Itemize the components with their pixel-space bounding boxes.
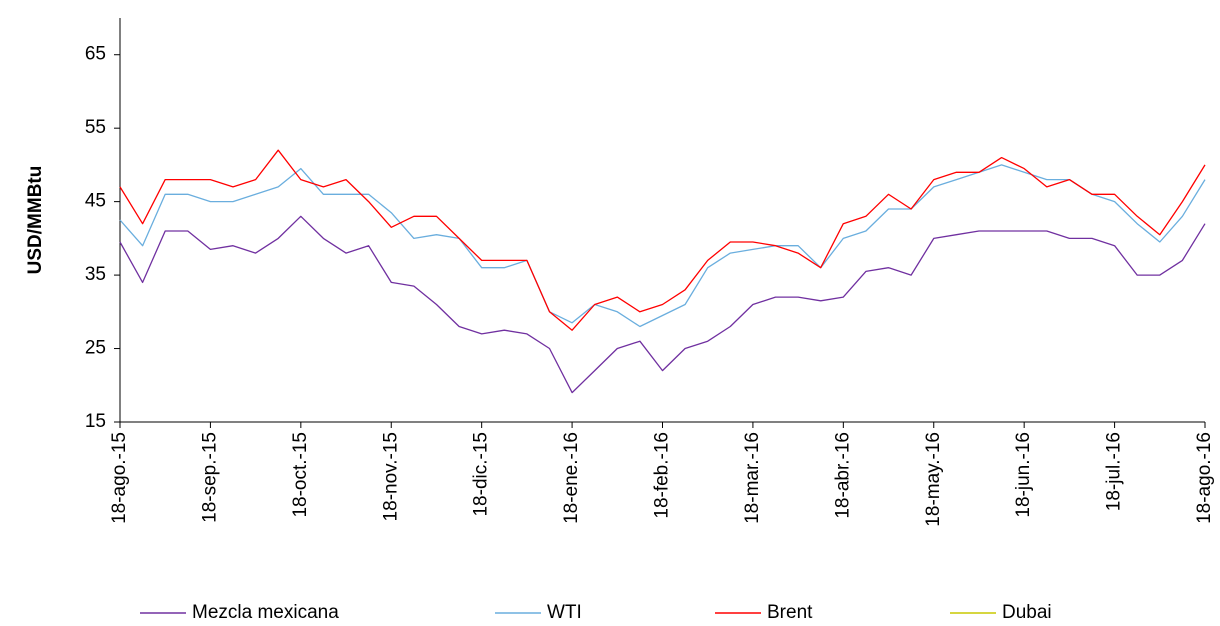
- series-line: [119, 215, 1206, 394]
- legend-label: WTI: [547, 602, 582, 623]
- x-tick-label: 18-nov.-15: [380, 432, 401, 521]
- x-tick-label: 18-ene.-16: [561, 432, 582, 524]
- y-axis-title: USD/MMBtu: [25, 166, 46, 275]
- x-tick-label: 18-ago.-16: [1194, 432, 1215, 524]
- y-tick-label: 65: [85, 44, 106, 65]
- y-tick-label: 25: [85, 338, 106, 359]
- y-tick-label: 45: [85, 191, 106, 212]
- x-tick-label: 18-jun.-16: [1013, 432, 1034, 518]
- x-tick-label: 18-mar.-16: [742, 432, 763, 524]
- y-tick-label: 55: [85, 117, 106, 138]
- x-tick-label: 18-dic.-15: [471, 432, 492, 517]
- legend-label: Mezcla mexicana: [192, 602, 339, 623]
- legend-label: Dubai: [1002, 602, 1052, 623]
- x-tick-label: 18-sep.-15: [199, 432, 220, 523]
- x-tick-label: 18-feb.-16: [652, 432, 673, 519]
- series-line: [119, 164, 1206, 328]
- y-tick-label: 15: [85, 411, 106, 432]
- x-tick-label: 18-oct.-15: [290, 432, 311, 518]
- legend-label: Brent: [767, 602, 813, 623]
- x-tick-label: 18-jul.-16: [1104, 432, 1125, 511]
- y-tick-label: 35: [85, 264, 106, 285]
- x-tick-label: 18-may.-16: [923, 432, 944, 527]
- x-tick-label: 18-abr.-16: [832, 432, 853, 519]
- series-line: [119, 149, 1206, 331]
- x-tick-label: 18-ago.-15: [109, 432, 130, 524]
